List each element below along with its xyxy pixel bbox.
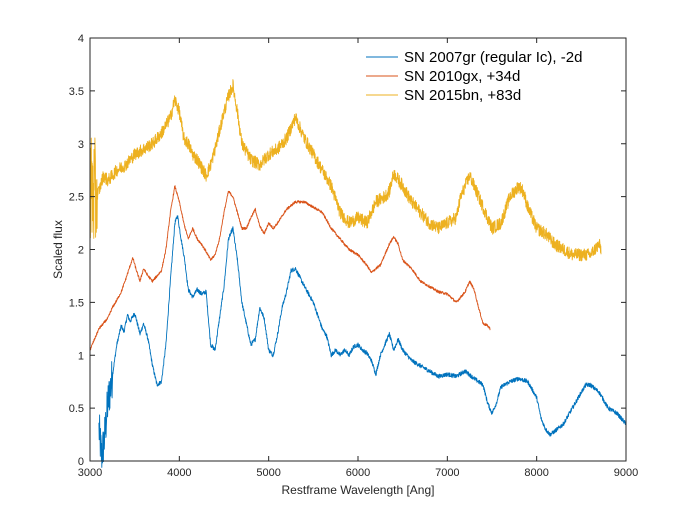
x-tick-label: 5000 xyxy=(256,467,280,479)
legend-label-3: SN 2015bn, +83d xyxy=(404,87,521,104)
legend-box xyxy=(360,44,618,107)
series-line-1 xyxy=(98,215,627,468)
y-axis-label: Scaled flux xyxy=(51,220,65,279)
y-tick-label: 3.5 xyxy=(69,86,84,98)
y-tick-label: 0.5 xyxy=(69,403,84,415)
series-line-2 xyxy=(89,185,491,351)
y-tick-label: 0 xyxy=(78,456,84,468)
x-axis-label: Restframe Wavelength [Ang] xyxy=(282,483,435,497)
legend-label-2: SN 2010gx, +34d xyxy=(404,68,520,85)
series-line-3 xyxy=(89,79,602,262)
x-tick-label: 4000 xyxy=(167,467,191,479)
x-tick-label: 7000 xyxy=(435,467,459,479)
series-group xyxy=(89,79,627,468)
y-tick-label: 2 xyxy=(78,245,84,257)
x-tick-label: 3000 xyxy=(78,467,102,479)
x-tick-label: 8000 xyxy=(524,467,548,479)
legend: SN 2007gr (regular Ic), -2d SN 2010gx, +3… xyxy=(360,44,618,107)
x-tick-label: 6000 xyxy=(346,467,370,479)
y-tick-label: 2.5 xyxy=(69,192,84,204)
x-tick-label: 9000 xyxy=(614,467,638,479)
y-tick-label: 1 xyxy=(78,350,84,362)
axes: 3000 4000 5000 6000 7000 8000 9000 0 0.5 1 1.5 2 2.5… xyxy=(69,33,639,479)
y-tick-label: 4 xyxy=(78,33,84,45)
legend-label-1: SN 2007gr (regular Ic), -2d xyxy=(404,49,582,66)
y-tick-label: 1.5 xyxy=(69,297,84,309)
y-tick-label: 3 xyxy=(78,139,84,151)
